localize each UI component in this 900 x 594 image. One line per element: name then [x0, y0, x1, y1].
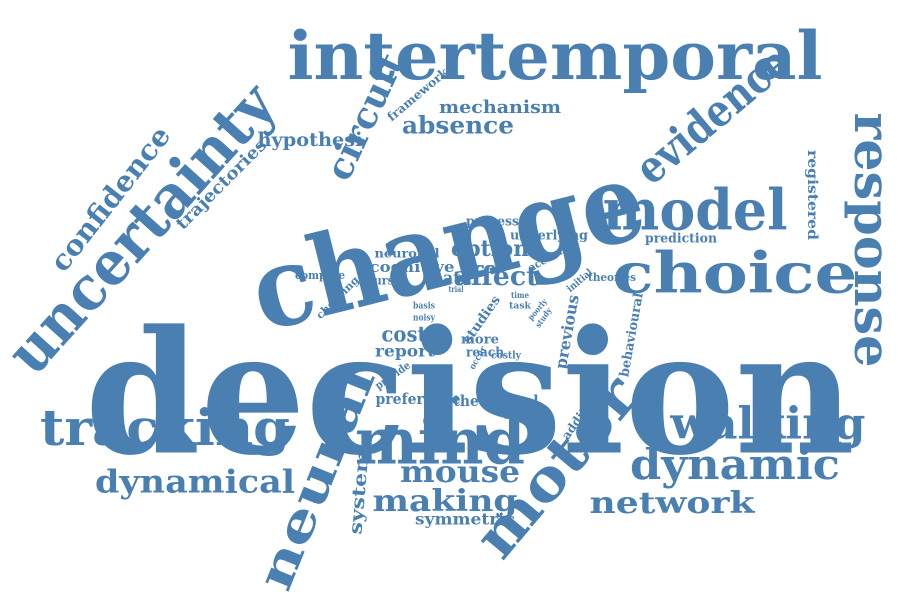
word-registered: registered — [804, 150, 820, 240]
word-basis: basis — [413, 302, 435, 312]
word-time: time — [511, 290, 529, 300]
word-cognitive: cognitive — [370, 258, 455, 276]
word-symmetric: symmetric — [415, 510, 515, 529]
word-cursor: cursor — [367, 274, 408, 288]
word-intertemporal: intertemporal — [288, 17, 823, 95]
word-mouse: mouse — [400, 455, 520, 490]
word-processes: processes — [466, 215, 534, 230]
word-theories: theories — [588, 271, 636, 284]
word-choice: choice — [613, 241, 858, 307]
word-noisy: noisy — [413, 314, 436, 324]
word-task: task — [509, 302, 532, 312]
word-option: option — [451, 236, 529, 262]
word-compute: compute — [295, 269, 345, 282]
word-costly: costly — [491, 351, 522, 362]
word-prediction: prediction — [645, 232, 718, 247]
word-more: more — [461, 333, 499, 348]
word-model: model — [603, 178, 788, 244]
word-tracking: tracking — [40, 398, 290, 457]
word-response: response — [843, 113, 900, 368]
word-trial: trial — [449, 284, 464, 294]
word-neuronal: neuronal — [375, 247, 440, 261]
word-preference: preference — [376, 390, 461, 408]
word-dynamic: dynamic — [630, 440, 840, 489]
word-cost: cost — [382, 322, 427, 347]
word-dynamical: dynamical — [95, 463, 295, 501]
word-network: network — [590, 486, 756, 521]
word-making: making — [373, 484, 518, 519]
word-mind: mind — [355, 405, 525, 480]
word-theoretical: theoretical — [454, 392, 539, 410]
word-hypothesi: hypothesi — [258, 129, 363, 151]
word-path: path — [432, 269, 472, 289]
word-absence: absence — [402, 111, 514, 140]
word-mechanism: mechanism — [439, 97, 561, 118]
word-report: report — [375, 342, 436, 361]
word-underlying: underlying — [510, 229, 588, 244]
word-affect: affect — [454, 262, 539, 292]
word-decision: decision — [85, 294, 855, 494]
word-reach: reach — [466, 346, 504, 361]
word-walking: walking — [669, 399, 865, 450]
